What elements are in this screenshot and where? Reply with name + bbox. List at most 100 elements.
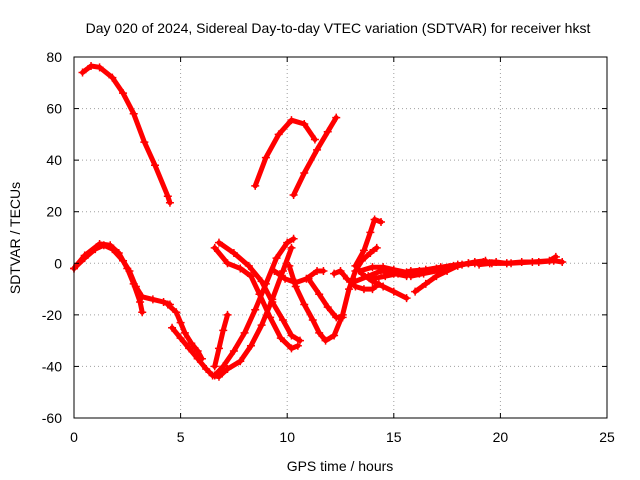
data-point-marker [345, 285, 354, 294]
data-point-marker [274, 130, 283, 139]
data-point-marker [364, 272, 373, 281]
data-point-marker [219, 362, 228, 371]
data-point-marker [219, 326, 228, 335]
data-point-marker [236, 264, 245, 273]
data-point-marker [342, 274, 351, 283]
data-point-marker [400, 269, 409, 278]
data-point-marker [295, 336, 304, 345]
data-point-marker [119, 89, 128, 98]
y-tick-label: 20 [46, 204, 62, 220]
data-point-marker [432, 272, 441, 281]
data-point-marker [87, 62, 96, 71]
data-point-marker [289, 234, 298, 243]
data-point-marker [287, 116, 296, 125]
data-point-marker [163, 300, 172, 309]
data-point-marker [545, 256, 554, 265]
data-point-marker [276, 334, 285, 343]
data-point-marker [321, 336, 330, 345]
data-point-marker [266, 313, 275, 322]
data-point-marker [464, 259, 473, 268]
data-point-marker [366, 228, 375, 237]
y-tick-label: -20 [42, 307, 62, 323]
series-track [286, 245, 380, 344]
data-point-marker [180, 328, 189, 337]
data-point-marker [315, 290, 324, 299]
data-point-marker [379, 282, 388, 291]
y-axis-label: SDTVAR / TECUs [7, 182, 23, 294]
data-point-marker [300, 169, 309, 178]
data-point-marker [176, 334, 185, 343]
data-point-marker [95, 239, 104, 248]
series-track [80, 63, 173, 206]
data-point-marker [255, 290, 264, 299]
data-point-marker [268, 297, 277, 306]
data-point-marker [272, 254, 281, 263]
data-point-marker [185, 344, 194, 353]
data-point-marker [140, 138, 149, 147]
x-tick-label: 10 [279, 429, 295, 445]
data-point-marker [214, 238, 223, 247]
y-tick-label: 0 [54, 255, 62, 271]
series-layer [70, 62, 567, 381]
data-point-marker [368, 285, 377, 294]
data-point-marker [402, 294, 411, 303]
x-axis-label: GPS time / hours [287, 458, 394, 474]
data-point-marker [507, 259, 516, 268]
data-point-marker [485, 259, 494, 268]
data-point-marker [330, 331, 339, 340]
data-point-marker [377, 218, 386, 227]
chart-title: Day 020 of 2024, Sidereal Day-to-day VTE… [86, 20, 591, 36]
series-arc-01 [78, 62, 174, 207]
data-point-marker [355, 267, 364, 276]
x-tick-label: 5 [177, 429, 185, 445]
data-point-marker [210, 243, 219, 252]
series-track [306, 276, 346, 320]
data-point-marker [129, 279, 138, 288]
data-point-marker [278, 267, 287, 276]
series-arc-08 [210, 243, 302, 353]
data-point-marker [351, 261, 360, 270]
data-point-marker [261, 153, 270, 162]
data-point-marker [370, 215, 379, 224]
data-point-marker [332, 113, 341, 122]
data-point-marker [281, 274, 290, 283]
data-point-marker [229, 248, 238, 257]
data-point-marker [300, 300, 309, 309]
data-point-marker [283, 238, 292, 247]
data-point-marker [551, 252, 560, 261]
data-point-marker [136, 297, 145, 306]
series-arc-03 [70, 239, 147, 317]
data-point-marker [223, 310, 232, 319]
data-point-marker [351, 277, 360, 286]
data-point-marker [421, 279, 430, 288]
y-tick-label: -40 [42, 358, 62, 374]
data-point-marker [372, 243, 381, 252]
data-point-marker [415, 267, 424, 276]
data-point-marker [159, 297, 168, 306]
series-arc-16 [351, 215, 386, 270]
data-point-marker [308, 316, 317, 325]
data-point-marker [558, 257, 567, 266]
series-arc-06 [210, 234, 298, 380]
data-point-marker [193, 346, 202, 355]
data-point-marker [138, 308, 147, 317]
series-arc-11 [289, 113, 341, 199]
x-tick-label: 0 [70, 429, 78, 445]
data-point-marker [244, 261, 253, 270]
data-point-marker [223, 259, 232, 268]
x-tick-label: 20 [493, 429, 509, 445]
data-point-marker [287, 331, 296, 340]
x-tick-label: 15 [386, 429, 402, 445]
series-arc-25 [485, 252, 560, 268]
series-arc-02 [70, 241, 174, 309]
data-point-marker [168, 323, 177, 332]
data-point-marker [310, 135, 319, 144]
data-point-marker [287, 344, 296, 353]
series-arc-10 [251, 116, 319, 190]
data-point-marker [210, 371, 219, 380]
data-point-marker [449, 261, 458, 270]
y-tick-label: 80 [46, 49, 62, 65]
data-point-marker [315, 328, 324, 337]
data-point-marker [240, 328, 249, 337]
data-point-marker [323, 127, 332, 136]
